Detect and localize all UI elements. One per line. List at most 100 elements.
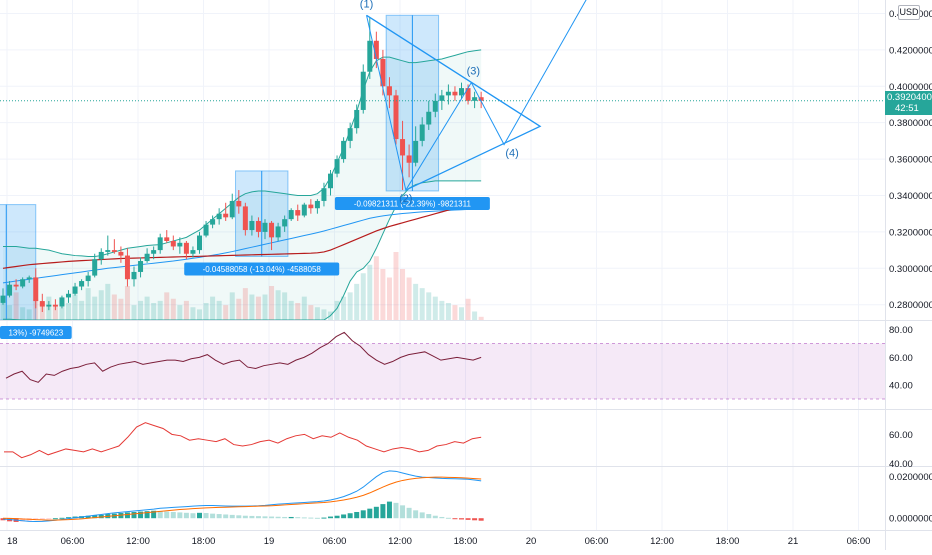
- candle-body: [46, 304, 52, 307]
- indicator2-tick-label: 60.00: [889, 430, 913, 441]
- candle-body: [0, 295, 6, 303]
- time-label: 06:00: [323, 536, 347, 547]
- macd-pane: [0, 470, 484, 523]
- candle-body: [7, 284, 13, 296]
- macd-histogram-bar: [131, 511, 137, 519]
- macd-histogram-bar: [445, 517, 451, 519]
- volume-bar: [66, 303, 71, 320]
- candle-body: [236, 200, 242, 207]
- macd-histogram-bar: [203, 513, 209, 519]
- macd-histogram-bar: [138, 511, 144, 519]
- macd-histogram-bar: [354, 511, 360, 519]
- rsi-tick-label: 60.00: [889, 353, 913, 364]
- macd-histogram-bar: [419, 512, 425, 519]
- volume-bar: [249, 294, 255, 320]
- volume-bar: [439, 300, 445, 320]
- time-label: 18:00: [716, 536, 740, 547]
- volume-bar: [386, 277, 392, 320]
- candle-body: [308, 204, 314, 209]
- candle-body: [144, 253, 150, 262]
- moving-average-blue: [2, 208, 482, 284]
- macd-histogram-bar: [367, 508, 373, 519]
- drawings-overlay[interactable]: 13%) -9749623 -0.04588058 (-13.04%) -4588…: [0, 0, 599, 339]
- volume-bar: [406, 277, 412, 320]
- macd-histogram-bar: [66, 517, 71, 519]
- candle-body: [386, 86, 392, 96]
- candle-body: [373, 40, 379, 59]
- candle-body: [170, 241, 176, 247]
- time-label: 20: [526, 536, 537, 547]
- wave-label: (4): [505, 148, 518, 160]
- time-label: 06:00: [847, 536, 871, 547]
- macd-histogram-bar: [282, 516, 288, 519]
- macd-histogram-bar: [432, 515, 438, 519]
- volume-bar: [347, 292, 353, 320]
- macd-histogram-bar: [386, 501, 392, 519]
- volume-bar: [151, 303, 157, 320]
- macd-histogram-bar: [229, 514, 235, 519]
- candle-body: [255, 220, 261, 232]
- volume-bar: [183, 300, 189, 320]
- time-label: 12:00: [388, 536, 412, 547]
- macd-histogram-bar: [164, 511, 170, 519]
- elliott-wave-path: [366, 0, 587, 192]
- candle-body: [367, 40, 373, 72]
- candle-body: [111, 250, 117, 252]
- macd-histogram-bar: [465, 518, 471, 520]
- volume-bar: [445, 303, 451, 320]
- volume-bar: [118, 298, 124, 320]
- volume-bar: [33, 298, 39, 320]
- volume-bar: [308, 305, 314, 320]
- candle-body: [190, 250, 196, 254]
- time-label: 06:00: [585, 536, 609, 547]
- volume-bar: [177, 305, 183, 320]
- candle-body: [439, 95, 445, 101]
- macd-histogram-bar: [406, 507, 412, 519]
- triangle-pattern: [366, 14, 542, 191]
- candle-body: [39, 301, 45, 307]
- candle-body: [79, 281, 85, 287]
- currency-badge[interactable]: USD: [898, 5, 920, 20]
- candle-body: [13, 284, 19, 287]
- moving-average-red: [2, 200, 482, 269]
- candle-body: [20, 279, 26, 287]
- macd-histogram-bar: [341, 514, 347, 519]
- volume-bar: [367, 264, 373, 320]
- volume-bar: [98, 290, 104, 320]
- candle-body: [393, 95, 399, 140]
- candle-body: [223, 213, 229, 218]
- measure-label-bg-2: [184, 262, 340, 276]
- currency-label: USD: [899, 7, 919, 17]
- volume-bar: [26, 309, 32, 320]
- volume-bar: [341, 296, 347, 320]
- macd-histogram-bar: [308, 517, 314, 519]
- candle-body: [59, 297, 65, 307]
- candle-body: [380, 58, 386, 87]
- time-label: 18: [7, 536, 18, 547]
- candle-body: [432, 100, 438, 112]
- time-label: 19: [264, 536, 275, 547]
- macd-histogram-bar: [157, 510, 163, 519]
- time-axis[interactable]: 18 06:00 12:00 18:00 19 06:00 12:00 18:00 20 06:0…: [7, 536, 870, 547]
- grid: [0, 0, 885, 530]
- candle-body: [216, 213, 222, 220]
- macd-histogram-bar: [439, 516, 445, 519]
- candle-body: [33, 277, 39, 302]
- candle-body: [301, 204, 307, 216]
- macd-histogram-bar: [39, 518, 45, 520]
- candle-body: [72, 286, 78, 294]
- macd-histogram-bar: [197, 512, 202, 519]
- candle-body: [177, 242, 183, 247]
- volume-bar: [197, 309, 202, 320]
- candle-body: [105, 250, 111, 252]
- price-axis[interactable]: 0.440000000.420000000.400000000.38000000…: [889, 9, 932, 525]
- volume-bar: [92, 296, 98, 320]
- candle-body: [249, 220, 255, 231]
- last-price-tag[interactable]: 0.39204000 42:51: [885, 91, 932, 115]
- macd-histogram-bar: [249, 515, 255, 519]
